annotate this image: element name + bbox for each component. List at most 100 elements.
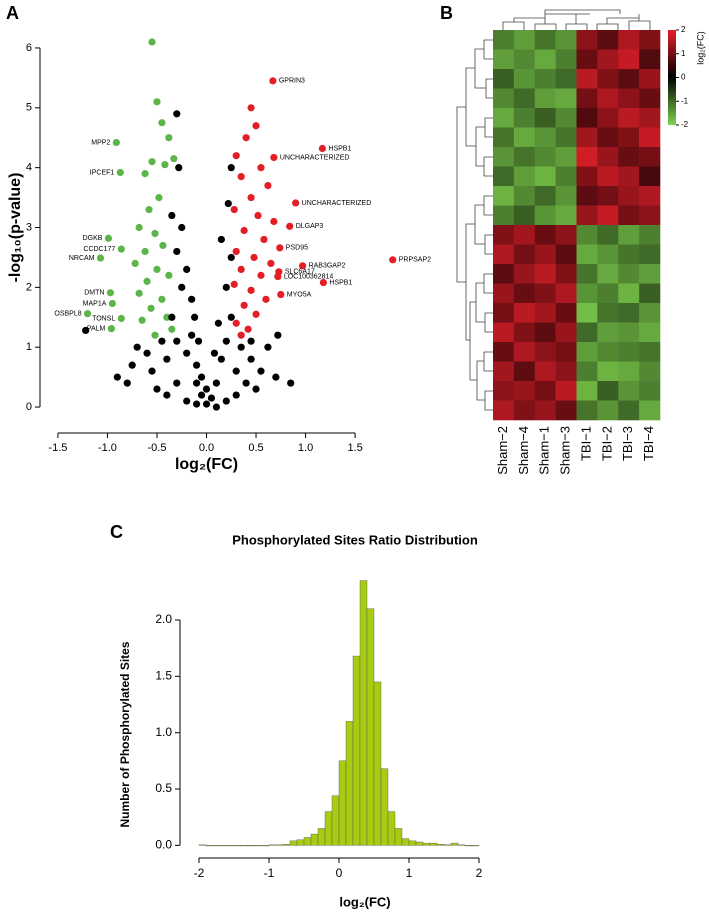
heatmap-cell (555, 147, 577, 167)
y-tick-label: 5 (26, 102, 32, 114)
heatmap-cell (576, 225, 598, 245)
point (207, 394, 216, 402)
point (247, 104, 255, 112)
heatmap-cell (576, 49, 598, 70)
heatmap-cell (576, 283, 598, 304)
histogram-bar (394, 828, 403, 846)
histogram-bar (471, 845, 480, 847)
point (158, 295, 166, 303)
heatmap-cell (513, 30, 536, 50)
heatmap-cell (639, 127, 661, 148)
point (217, 235, 225, 244)
point (257, 271, 265, 279)
annotation: UNCHARACTERIZED (302, 200, 372, 207)
heatmap-cell (534, 69, 556, 89)
heatmap-cell (597, 205, 619, 226)
histogram-bar (401, 838, 410, 846)
point (192, 379, 201, 387)
point (274, 331, 282, 339)
histogram-bar (247, 845, 256, 847)
x-tick-label: 1 (406, 866, 413, 880)
heatmap-cell (597, 186, 619, 206)
heatmap-cell (597, 147, 619, 167)
annotation: TONSL (92, 315, 115, 322)
heatmap-cell (618, 283, 640, 304)
heatmap-cell (618, 166, 640, 187)
point (168, 325, 176, 333)
y-tick-label: 0.5 (155, 781, 172, 795)
point (183, 265, 191, 273)
point (173, 247, 181, 256)
point (230, 280, 238, 288)
heatmap-cell (513, 49, 536, 70)
point (148, 367, 156, 375)
y-axis-label: Number of Phosphorylated Sites (118, 641, 132, 827)
x-tick-label: -2 (194, 866, 205, 880)
colorbar-label: log₂(FC) (695, 31, 705, 65)
point (158, 119, 166, 127)
histogram-bar (198, 844, 207, 846)
point (232, 367, 240, 375)
heatmap-cell (493, 264, 515, 284)
heatmap-cell (555, 127, 577, 148)
heatmap-cell (576, 205, 598, 226)
point (155, 193, 163, 202)
heatmap-cell (639, 361, 661, 382)
x-tick-label: 0.0 (199, 442, 214, 454)
heatmap-cell (618, 361, 640, 382)
point (153, 265, 161, 273)
point (133, 343, 141, 351)
point (202, 385, 211, 393)
heatmap-cell (597, 322, 619, 343)
heatmap-cell (513, 361, 536, 382)
heatmap-cell (513, 225, 536, 245)
point (252, 385, 260, 393)
point (274, 272, 282, 281)
heatmap-cell (639, 108, 661, 128)
heatmap-cell (555, 322, 577, 343)
histogram-bar (303, 837, 312, 846)
point (163, 313, 171, 321)
heatmap-cell (555, 69, 577, 89)
y-axis-label: -log₁₀(p-value) (7, 173, 24, 283)
histogram-bar (464, 845, 473, 847)
heatmap-cell (534, 166, 556, 187)
point (183, 397, 191, 405)
heatmap-cell (639, 205, 661, 226)
point (230, 205, 238, 214)
heatmap-cell (576, 322, 598, 343)
point (141, 170, 149, 178)
heatmap-cell (493, 225, 515, 245)
heatmap-cell (555, 244, 577, 265)
heatmap-cell (534, 244, 556, 265)
point (214, 319, 222, 327)
x-tick-label: -1 (264, 866, 275, 880)
heatmap-cell (493, 186, 515, 206)
histogram-bar (408, 840, 417, 846)
heatmap-cell (618, 342, 640, 362)
colorbar-tick-label: 0 (681, 73, 686, 82)
annotation: DMTN (84, 290, 104, 297)
point (237, 265, 245, 273)
heatmap-cell (618, 108, 640, 128)
point (151, 331, 159, 339)
heatmap-cell (618, 264, 640, 284)
point (161, 161, 169, 169)
annotation: HSPB1 (329, 279, 352, 286)
heatmap-cell (618, 322, 640, 343)
heatmap-cell (639, 303, 661, 323)
heatmap-cell (555, 400, 577, 421)
heatmap-cell (513, 108, 536, 128)
histogram-bar (415, 841, 424, 846)
column-label: Sham−2 (495, 426, 510, 475)
point (222, 283, 230, 291)
heatmap-cell (639, 225, 661, 245)
y-tick-label: 0.0 (155, 838, 172, 852)
annotation: PSD95 (286, 245, 308, 252)
y-tick-label: 1 (26, 341, 32, 353)
heatmap-cell (513, 69, 536, 89)
histogram-bar (233, 845, 242, 847)
point (270, 153, 278, 162)
annotation: MAP1A (83, 300, 107, 307)
colorbar-tick-label: 1 (681, 49, 686, 58)
